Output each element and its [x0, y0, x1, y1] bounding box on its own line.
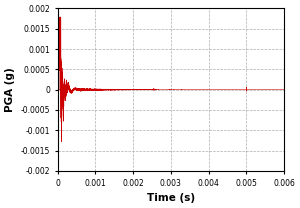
X-axis label: Time (s): Time (s): [147, 193, 195, 203]
Y-axis label: PGA (g): PGA (g): [5, 67, 15, 112]
